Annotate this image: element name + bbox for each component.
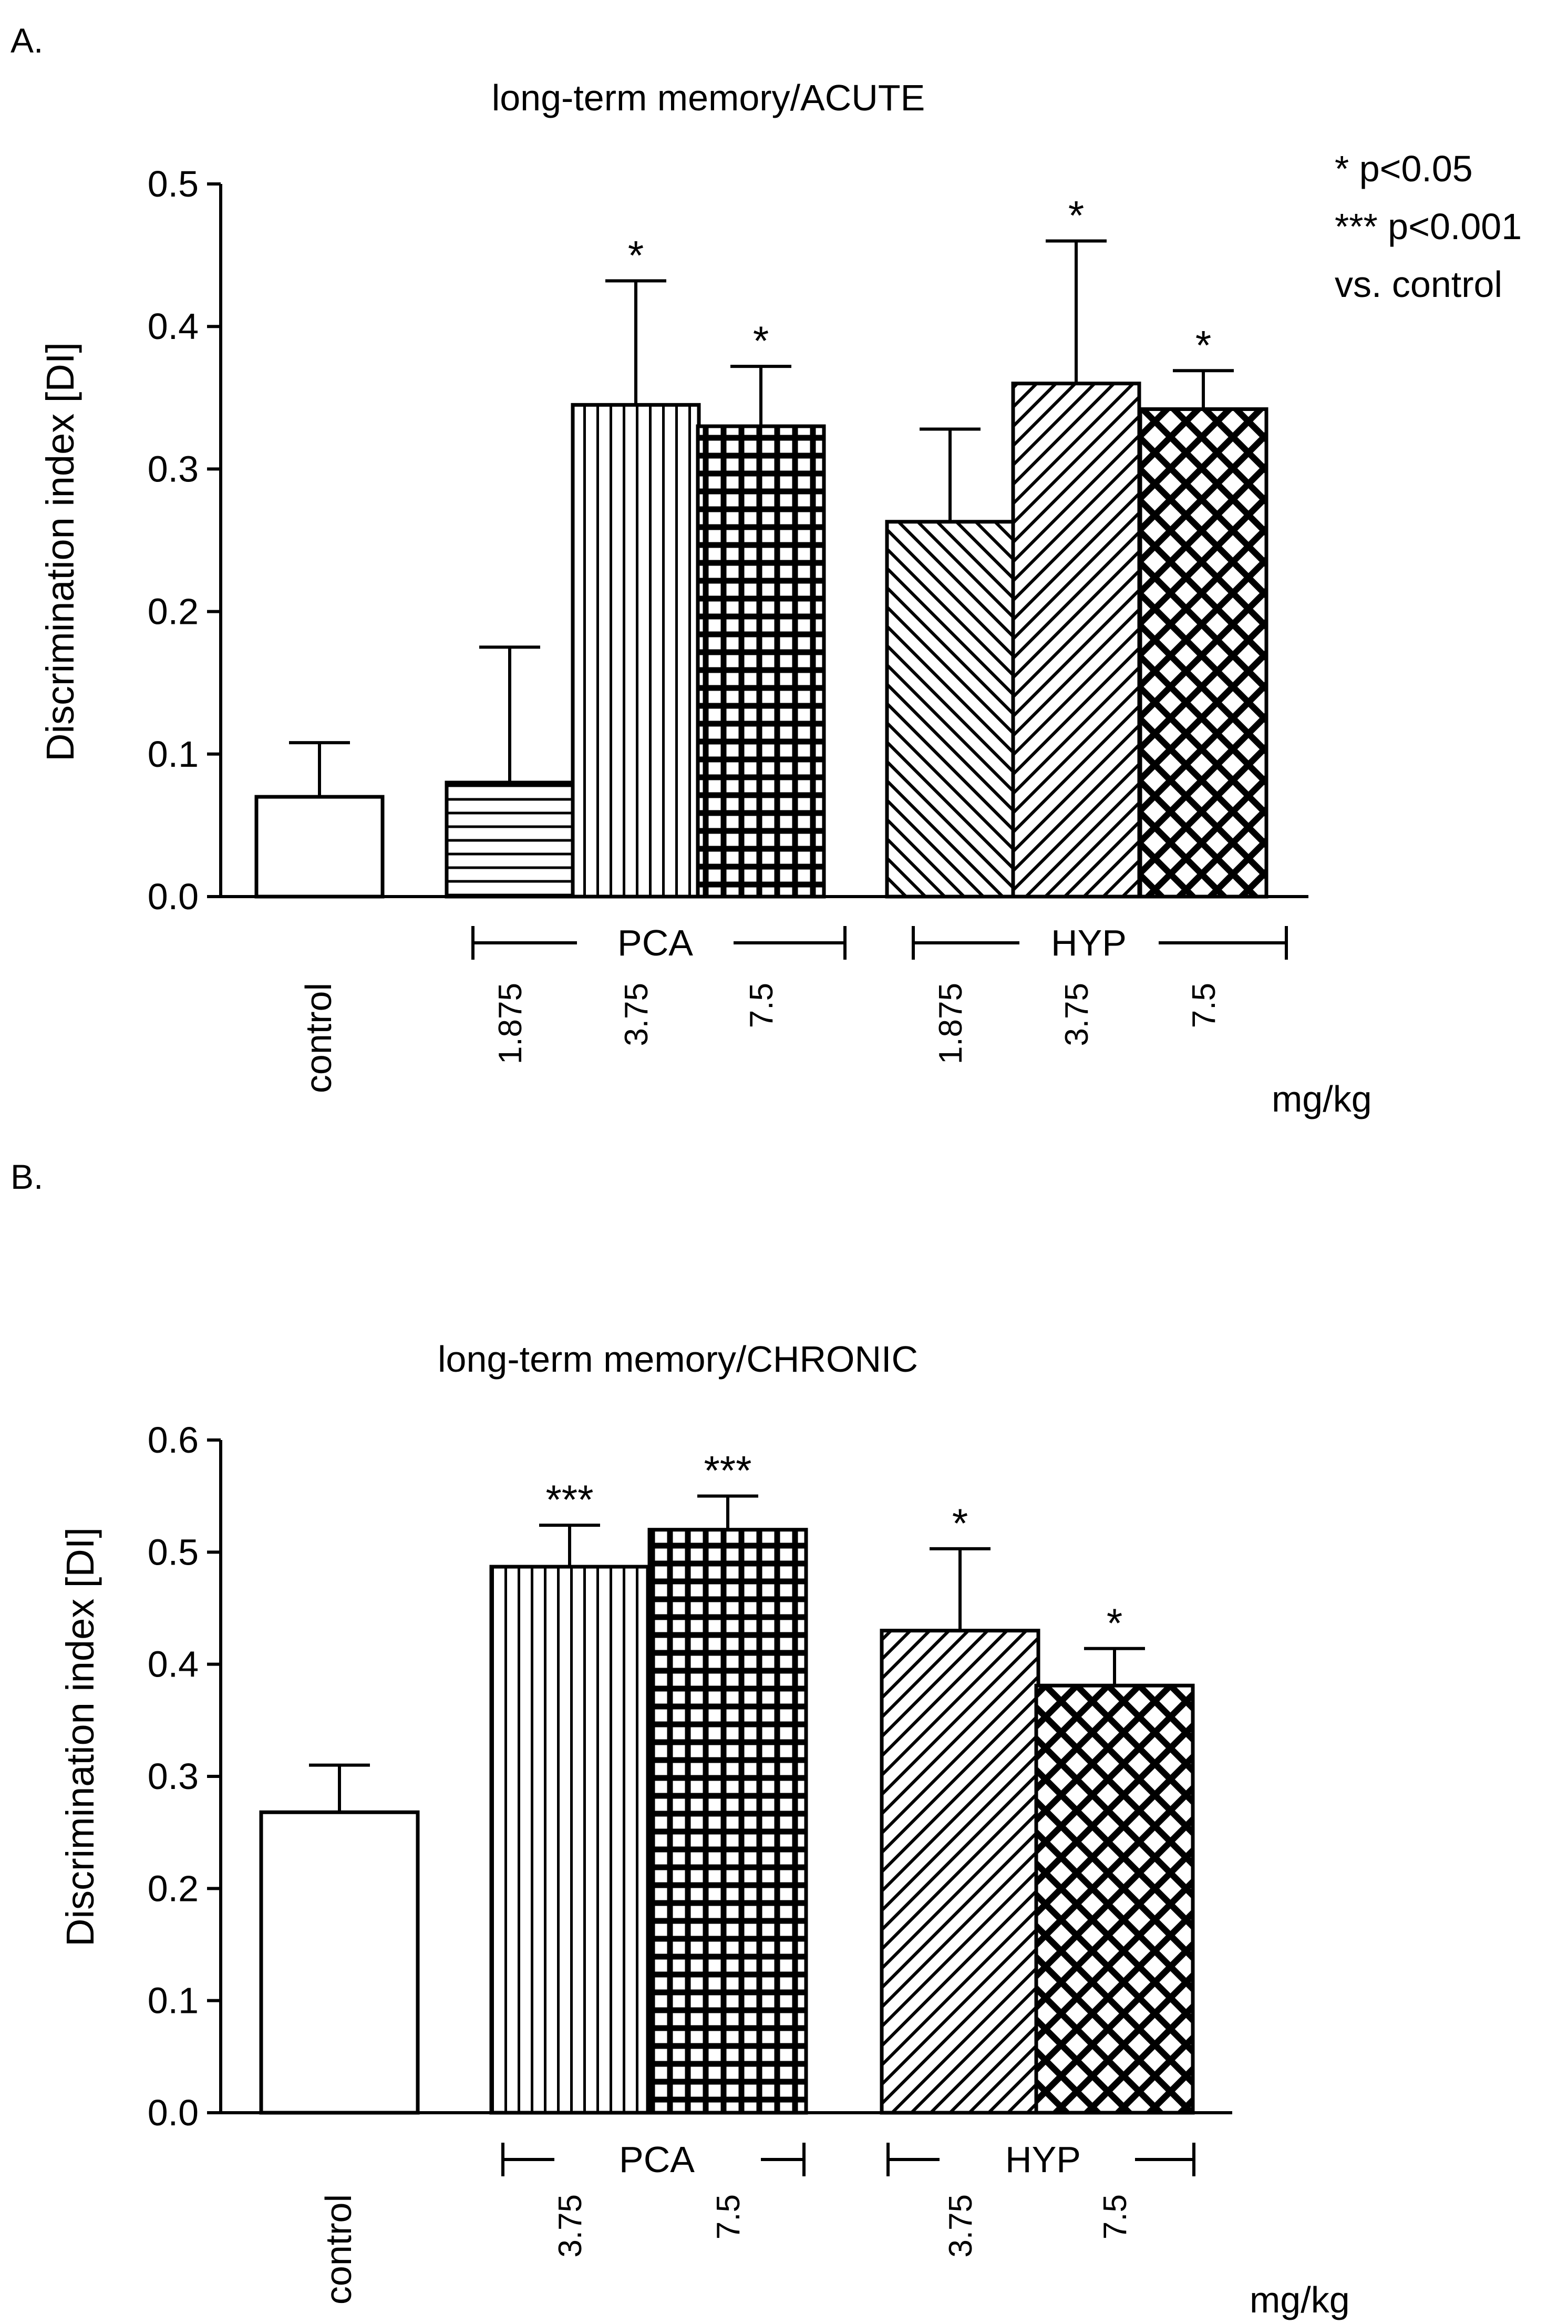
panel-b-bar-3: [647, 1528, 808, 2115]
panel-b-group-pca: PCA: [501, 2139, 806, 2180]
panel-a-bar-2: [445, 780, 575, 899]
panel-a-x-label-7: 7.5: [1186, 983, 1222, 1028]
panel-b-bar-5: [1034, 1683, 1195, 2115]
panel-a-label: A.: [11, 21, 43, 60]
panel-b-chart: B. long-term memory/CHRONIC Discriminati…: [11, 1157, 1350, 2320]
panel-a-y-tick-label: 0.2: [148, 591, 199, 632]
panel-a-bar-6: [1011, 382, 1141, 899]
panel-b-y-tick-label: 0.5: [148, 1531, 199, 1572]
panel-b-label: B.: [11, 1157, 43, 1196]
panel-a-x-label-2: 1.875: [492, 983, 529, 1064]
panel-b-bar-2: [489, 1565, 650, 2115]
panel-a-x-label-5: 1.875: [933, 983, 969, 1064]
legend-line-p005: * p<0.05: [1335, 148, 1473, 189]
stats-legend: * p<0.05 *** p<0.001 vs. control: [1335, 148, 1522, 305]
panel-a-y-tick-label: 0.5: [148, 163, 199, 204]
panel-a-significance-7: *: [1195, 322, 1211, 368]
panel-b-significance-5: *: [1107, 1600, 1122, 1646]
panel-b-significance-4: *: [952, 1500, 968, 1546]
panel-a-bar-5: [885, 520, 1015, 899]
panel-b-x-label-1: control: [318, 2194, 359, 2305]
panel-b-bar-4: [880, 1629, 1040, 2115]
panel-a-y-axis-label: Discrimination index [DI]: [38, 342, 82, 762]
panel-a-group-hyp-label: HYP: [1051, 922, 1127, 963]
panel-b-y-tick-label: 0.3: [148, 1756, 199, 1797]
panel-a-x-label-6: 3.75: [1059, 983, 1095, 1046]
panel-a-y-tick-label: 0.0: [148, 876, 199, 917]
panel-b-group-hyp-label: HYP: [1005, 2139, 1081, 2180]
panel-b-bar-1: [259, 1810, 420, 2115]
panel-b-group-hyp: HYP: [886, 2139, 1195, 2180]
panel-a-title: long-term memory/ACUTE: [492, 77, 925, 118]
panel-a-x-label-1: control: [298, 983, 339, 1093]
panel-a-group-pca-label: PCA: [617, 922, 693, 963]
panel-b-y-tick-label: 0.1: [148, 1980, 199, 2021]
panel-a-y-tick-label: 0.1: [148, 734, 199, 775]
panel-a-bar-1: [254, 795, 385, 899]
panel-a-bar-4: [696, 424, 826, 899]
panel-b-unit-label: mg/kg: [1250, 2279, 1350, 2320]
panel-b-y-tick-label: 0.4: [148, 1644, 199, 1685]
panel-b-significance-3: ***: [704, 1447, 751, 1494]
panel-a-chart: A. long-term memory/ACUTE Discrimination…: [11, 21, 1522, 1119]
panel-a-y-tick-label: 0.4: [148, 306, 199, 347]
panel-b-y-tick-label: 0.2: [148, 1868, 199, 1909]
panel-b-x-label-4: 3.75: [943, 2194, 979, 2258]
panel-a-unit-label: mg/kg: [1272, 1078, 1372, 1119]
legend-line-vs-control: vs. control: [1335, 264, 1502, 305]
panel-a-bar-3: [571, 403, 701, 899]
panel-b-y-tick-label: 0.6: [148, 1420, 199, 1461]
panel-b-y-tick-label: 0.0: [148, 2092, 199, 2133]
panel-a-group-pca: PCA: [471, 922, 847, 963]
panel-b-x-label-3: 7.5: [710, 2194, 747, 2239]
panel-b-x-label-5: 7.5: [1097, 2194, 1133, 2239]
panel-a-x-label-4: 7.5: [744, 983, 780, 1028]
panel-a-y-tick-label: 0.3: [148, 448, 199, 489]
panel-b-group-pca-label: PCA: [619, 2139, 695, 2180]
legend-line-p0001: *** p<0.001: [1335, 206, 1522, 247]
panel-a-group-hyp: HYP: [912, 922, 1288, 963]
panel-a-significance-4: *: [753, 317, 769, 364]
panel-a-bar-7: [1138, 407, 1268, 899]
panel-a-x-label-3: 3.75: [618, 983, 655, 1046]
panel-a-significance-6: *: [1068, 192, 1084, 238]
panel-b-significance-2: ***: [545, 1476, 593, 1523]
panel-b-y-axis-label: Discrimination index [DI]: [58, 1527, 102, 1947]
panel-b-title: long-term memory/CHRONIC: [438, 1339, 918, 1380]
panel-b-x-label-2: 3.75: [552, 2194, 589, 2258]
panel-a-significance-3: *: [628, 232, 644, 278]
